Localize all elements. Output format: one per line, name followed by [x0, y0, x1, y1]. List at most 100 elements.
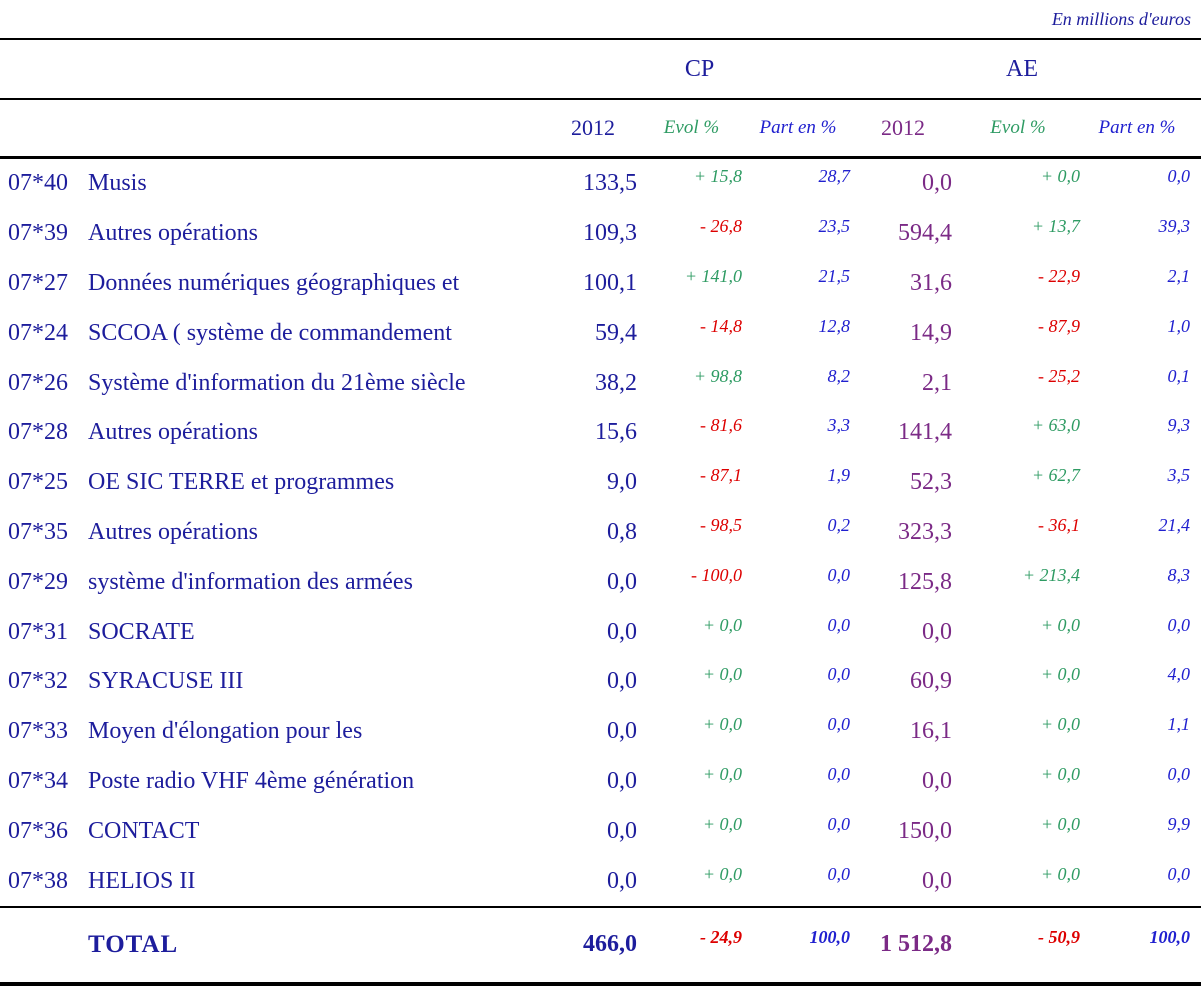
ae-2012-value: 16,1	[910, 718, 952, 745]
horizontal-rule-under-groups	[0, 98, 1201, 100]
ae-2012-value: 0,0	[922, 767, 952, 794]
cp-evol-value: + 15,8	[693, 166, 742, 187]
ae-2012-value: 0,0	[922, 170, 952, 197]
table-row: 07*39 Autres opérations 109,3 - 26,8 23,…	[0, 209, 1201, 259]
ae-evol-value: + 13,7	[1031, 216, 1080, 237]
ae-part-value: 4,0	[1167, 664, 1191, 685]
ae-2012-value: 2,1	[922, 369, 952, 396]
ae-2012-value: 150,0	[898, 817, 952, 844]
ae-part-value: 0,1	[1167, 365, 1191, 386]
horizontal-rule-top	[0, 38, 1201, 40]
row-label: Poste radio VHF 4ème génération	[88, 767, 415, 794]
cp-part-value: 28,7	[818, 166, 851, 187]
cp-evol-value: - 87,1	[700, 465, 742, 486]
row-label: Autres opérations	[88, 220, 258, 247]
cp-part-value: 0,0	[827, 564, 851, 585]
cp-2012-value: 0,0	[607, 718, 637, 745]
total-ae-part-value: 100,0	[1149, 927, 1191, 948]
row-label: Moyen d'élongation pour les	[88, 718, 363, 745]
units-note: En millions d'euros	[1051, 8, 1191, 29]
ae-2012-value: 52,3	[910, 469, 952, 496]
ae-evol-value: + 62,7	[1031, 465, 1080, 486]
ae-part-value: 0,0	[1167, 166, 1191, 187]
ae-2012-value: 125,8	[898, 568, 952, 595]
ae-2012-value: 31,6	[910, 269, 952, 296]
table-row: 07*33 Moyen d'élongation pour les 0,0 + …	[0, 707, 1201, 757]
cp-2012-value: 9,0	[607, 469, 637, 496]
ae-part-value: 0,0	[1167, 863, 1191, 884]
total-cp-2012-value: 466,0	[583, 931, 637, 958]
ae-evol-header: Evol %	[990, 117, 1046, 138]
total-cp-evol-value: - 24,9	[700, 927, 742, 948]
ae-2012-value: 323,3	[898, 518, 952, 545]
cp-2012-value: 38,2	[595, 369, 637, 396]
row-label: SYRACUSE III	[88, 668, 244, 695]
cp-part-value: 0,0	[827, 714, 851, 735]
row-code: 07*39	[8, 220, 68, 247]
ae-part-value: 8,3	[1167, 564, 1191, 585]
ae-part-value: 2,1	[1167, 265, 1191, 286]
ae-evol-value: + 0,0	[1040, 813, 1080, 834]
cp-evol-value: - 14,8	[700, 315, 742, 336]
cp-2012-value: 0,0	[607, 618, 637, 645]
ae-part-value: 9,3	[1167, 415, 1191, 436]
total-cp-part-value: 100,0	[809, 927, 851, 948]
ae-2012-value: 14,9	[910, 319, 952, 346]
row-code: 07*34	[8, 767, 68, 794]
table-row: 07*32 SYRACUSE III 0,0 + 0,0 0,0 60,9 + …	[0, 657, 1201, 707]
cp-2012-value: 133,5	[583, 170, 637, 197]
cp-evol-value: + 0,0	[702, 863, 742, 884]
table-rows: 07*40 Musis 133,5 + 15,8 28,7 0,0 + 0,0 …	[0, 159, 1201, 906]
row-code: 07*31	[8, 618, 68, 645]
cp-2012-value: 100,1	[583, 269, 637, 296]
cp-2012-value: 0,0	[607, 668, 637, 695]
row-label: OE SIC TERRE et programmes	[88, 469, 395, 496]
cp-part-header: Part en %	[759, 117, 837, 138]
cp-evol-value: + 141,0	[684, 265, 742, 286]
ae-part-value: 39,3	[1158, 216, 1191, 237]
row-label: SOCRATE	[88, 618, 195, 645]
cp-2012-value: 0,0	[607, 767, 637, 794]
row-code: 07*40	[8, 170, 68, 197]
cp-evol-value: + 0,0	[702, 614, 742, 635]
cp-part-value: 0,0	[827, 813, 851, 834]
horizontal-rule-bottom	[0, 981, 1201, 986]
cp-year-header: 2012	[571, 115, 615, 140]
cp-part-value: 3,3	[827, 415, 851, 436]
cp-2012-value: 15,6	[595, 419, 637, 446]
ae-2012-value: 0,0	[922, 618, 952, 645]
cp-evol-value: + 0,0	[702, 813, 742, 834]
cp-part-value: 0,2	[827, 514, 851, 535]
ae-part-value: 1,0	[1167, 315, 1191, 336]
table-row: 07*26 Système d'information du 21ème siè…	[0, 358, 1201, 408]
ae-evol-value: + 0,0	[1040, 763, 1080, 784]
ae-part-value: 9,9	[1167, 813, 1191, 834]
ae-part-value: 0,0	[1167, 763, 1191, 784]
cp-part-value: 0,0	[827, 664, 851, 685]
cp-evol-value: + 0,0	[702, 763, 742, 784]
row-label: Système d'information du 21ème siècle	[88, 369, 466, 396]
table-row: 07*40 Musis 133,5 + 15,8 28,7 0,0 + 0,0 …	[0, 159, 1201, 209]
row-code: 07*26	[8, 369, 68, 396]
ae-2012-value: 0,0	[922, 867, 952, 894]
total-ae-2012-value: 1 512,8	[880, 931, 952, 958]
row-code: 07*28	[8, 419, 68, 446]
row-code: 07*35	[8, 518, 68, 545]
cp-part-value: 1,9	[827, 465, 851, 486]
table-row: 07*31 SOCRATE 0,0 + 0,0 0,0 0,0 + 0,0 0,…	[0, 607, 1201, 657]
cp-part-value: 0,0	[827, 763, 851, 784]
total-ae-evol-value: - 50,9	[1038, 927, 1080, 948]
row-label: Musis	[88, 170, 147, 197]
cp-2012-value: 0,0	[607, 817, 637, 844]
ae-2012-value: 141,4	[898, 419, 952, 446]
ae-part-value: 21,4	[1158, 514, 1191, 535]
cp-evol-value: - 81,6	[700, 415, 742, 436]
column-subheader: 2012 Evol % Part en % 2012 Evol % Part e…	[0, 100, 1201, 156]
row-code: 07*32	[8, 668, 68, 695]
cp-2012-value: 0,0	[607, 568, 637, 595]
column-group-cp: CP	[684, 55, 715, 82]
row-label: Données numériques géographiques et	[88, 269, 460, 296]
ae-evol-value: + 0,0	[1040, 166, 1080, 187]
row-label: Autres opérations	[88, 518, 258, 545]
table-row: 07*28 Autres opérations 15,6 - 81,6 3,3 …	[0, 408, 1201, 458]
